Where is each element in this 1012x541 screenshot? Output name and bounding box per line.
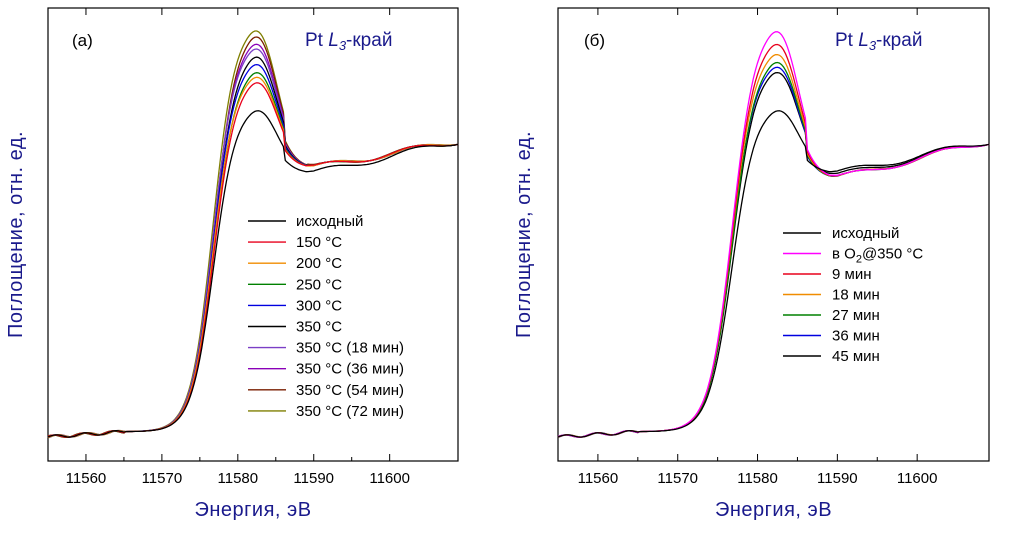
series-line — [557, 43, 990, 438]
x-tick-label: 11580 — [737, 470, 778, 487]
legend-label: 200 °C — [296, 255, 342, 272]
x-tick-label: 11560 — [66, 470, 107, 487]
series-line — [557, 66, 990, 439]
edge-label: Pt L3-край — [305, 30, 392, 53]
x-tick-label: 11590 — [293, 470, 334, 487]
legend-label: 18 мин — [832, 287, 880, 304]
x-axis-title: Энергия, эВ — [715, 499, 832, 521]
panel-label: (а) — [72, 31, 93, 50]
panel-label: (б) — [584, 31, 605, 50]
series-line — [47, 48, 459, 439]
x-tick-label: 11600 — [369, 470, 410, 487]
legend-label: исходный — [832, 225, 899, 242]
plot-frame — [47, 7, 459, 462]
legend-label: в O2@350 °C — [832, 246, 923, 266]
legend-label: 350 °C (72 мин) — [296, 403, 404, 420]
legend-label: 150 °C — [296, 234, 342, 251]
legend: исходный 150 °C 200 °C 250 °C 300 °C 350 °C 35… — [248, 213, 404, 420]
x-tick-label: 11590 — [817, 470, 858, 487]
legend: исходный в O2@350 °C9 мин 18 мин 27 мин 36 м… — [783, 225, 923, 365]
edge-label: Pt L3-край — [835, 30, 922, 53]
series-lines — [47, 30, 459, 439]
legend-label: 350 °C (36 мин) — [296, 361, 404, 378]
panel-1: 11560 11570 11580 11590 11600 Энергия, эВ Погл… — [5, 7, 459, 521]
legend-label: 250 °C — [296, 276, 342, 293]
series-line — [47, 43, 459, 438]
series-line — [47, 56, 459, 438]
legend-label: 350 °C (18 мин) — [296, 340, 404, 357]
series-line — [557, 71, 990, 438]
series-lines — [557, 31, 990, 439]
series-line — [47, 110, 459, 438]
legend-label: 350 °C (54 мин) — [296, 382, 404, 399]
series-line — [557, 110, 990, 438]
x-axis-title: Энергия, эВ — [194, 499, 311, 521]
plot-frame — [557, 7, 990, 462]
y-axis-title: Поглощение, отн. ед. — [5, 131, 27, 338]
legend-label: 350 °C — [296, 319, 342, 336]
legend-label: 9 мин — [832, 266, 872, 283]
legend-label: 45 мин — [832, 348, 880, 365]
legend-label: 36 мин — [832, 328, 880, 345]
x-tick-label: 11570 — [142, 470, 183, 487]
series-line — [557, 31, 990, 438]
x-tick-label: 11560 — [578, 470, 619, 487]
x-tick-label: 11600 — [897, 470, 938, 487]
legend-label: 300 °C — [296, 297, 342, 314]
series-line — [557, 61, 990, 438]
legend-label: исходный — [296, 213, 363, 230]
y-axis-title: Поглощение, отн. ед. — [513, 131, 535, 338]
x-tick-label: 11570 — [657, 470, 698, 487]
panel-2: 11560 11570 11580 11590 11600 Энергия, эВ Погл… — [513, 7, 990, 521]
legend-label: 27 мин — [832, 307, 880, 324]
x-tick-label: 11580 — [218, 470, 259, 487]
